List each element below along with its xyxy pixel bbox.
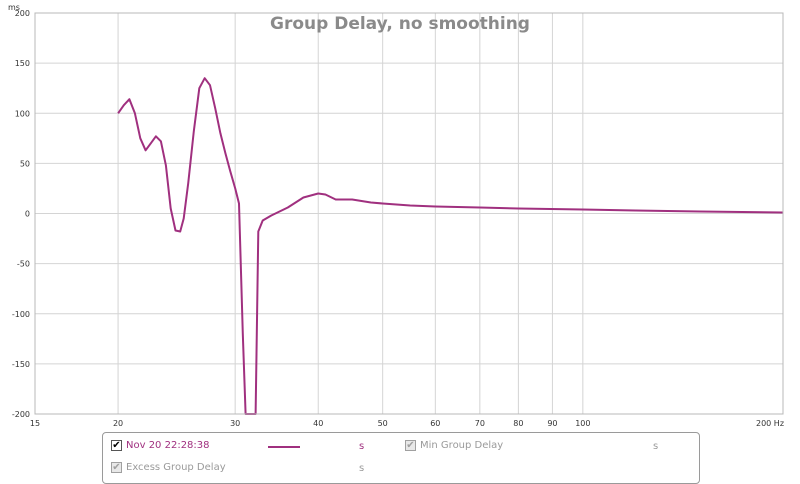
x-tick-label: 90 — [547, 419, 557, 428]
plot-border — [34, 12, 784, 415]
legend-item-min-group-delay[interactable]: ✔ Min Group Delay — [405, 440, 503, 451]
y-tick-label: 100 — [15, 109, 30, 118]
y-tick-label: 50 — [20, 159, 30, 168]
y-tick-labels: 200 150 100 50 0 -50 -100 -150 -200 — [12, 9, 30, 419]
measurement-line-swatch — [268, 446, 300, 448]
series-layer — [117, 77, 784, 415]
x-tick-label: 60 — [430, 419, 440, 428]
y-tick-label: 150 — [15, 59, 30, 68]
x-tick-label: 100 — [575, 419, 590, 428]
y-tick-label: -100 — [12, 310, 30, 319]
y-tick-label: 0 — [25, 210, 30, 219]
x-tick-label: 30 — [230, 419, 240, 428]
x-tick-label: 50 — [378, 419, 388, 428]
y-tick-label: 200 — [15, 9, 30, 18]
legend-panel: ✔ Nov 20 22:28:38 s ✔ Min Group Delay s … — [102, 432, 700, 484]
x-tick-label: 20 — [113, 419, 123, 428]
group-delay-chart: 200 150 100 50 0 -50 -100 -150 -200 15 20 30 40 50 60… — [8, 3, 784, 428]
x-tick-label: 40 — [313, 419, 323, 428]
measurement-checkbox[interactable]: ✔ — [111, 439, 122, 451]
series-line-nov-20-22-28-38 — [117, 77, 784, 415]
y-tick-label: -200 — [12, 410, 30, 419]
measurement-unit: s — [359, 441, 365, 452]
x-tick-labels: 15 20 30 40 50 60 70 80 90 100 200 Hz — [30, 419, 784, 428]
excess-group-delay-unit: s — [359, 463, 365, 474]
y-axis-unit-label: ms — [8, 3, 20, 12]
x-tick-label: 15 — [30, 419, 40, 428]
min-group-delay-unit: s — [653, 441, 659, 452]
x-tick-label: 80 — [513, 419, 523, 428]
x-tick-label: 70 — [475, 419, 485, 428]
min-group-delay-checkbox[interactable]: ✔ — [405, 439, 416, 451]
legend-item-excess-group-delay[interactable]: ✔ Excess Group Delay — [111, 462, 226, 473]
measurement-label: Nov 20 22:28:38 — [126, 440, 210, 451]
legend-item-measurement[interactable]: ✔ Nov 20 22:28:38 — [111, 440, 210, 451]
min-group-delay-label: Min Group Delay — [420, 440, 504, 451]
y-tick-label: -50 — [17, 260, 30, 269]
excess-group-delay-checkbox[interactable]: ✔ — [111, 461, 122, 473]
x-tick-label: 200 Hz — [756, 419, 784, 428]
chart-title: Group Delay, no smoothing — [270, 14, 530, 34]
y-tick-label: -150 — [12, 360, 30, 369]
excess-group-delay-label: Excess Group Delay — [126, 462, 226, 473]
